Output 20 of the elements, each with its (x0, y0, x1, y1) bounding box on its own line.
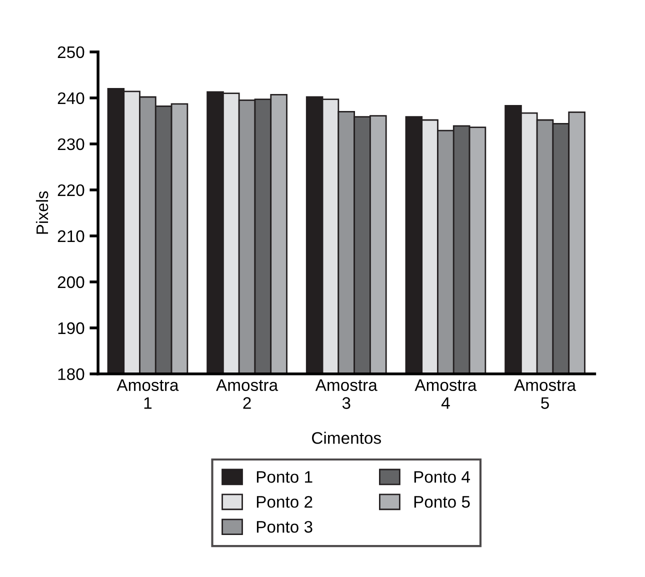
legend-label: Ponto 2 (256, 496, 312, 508)
y-tick-label: 190 (58, 322, 84, 334)
y-tick-label: 210 (58, 230, 84, 242)
y-tick-label: 220 (58, 184, 84, 196)
x-tick-label: Amostra 3 (315, 379, 378, 409)
y-tick-label: 180 (58, 368, 84, 380)
x-tick-label: Amostra 5 (514, 379, 576, 409)
y-tick-label: 250 (58, 46, 84, 58)
y-tick-label: 200 (58, 276, 84, 288)
x-tick-label: Amostra 1 (116, 379, 179, 409)
legend-label: Ponto 1 (256, 471, 312, 483)
y-tick-label: 240 (58, 92, 84, 104)
legend-label: Ponto 5 (414, 496, 470, 508)
legend-label: Ponto 3 (256, 520, 312, 533)
x-tick-label: Amostra 2 (216, 379, 278, 409)
legend-label: Ponto 4 (414, 471, 470, 483)
y-tick-label: 230 (58, 138, 84, 150)
y-axis-title: Pixels (36, 191, 48, 234)
x-tick-label: Amostra 4 (414, 379, 477, 409)
x-axis-title: Cimentos (312, 432, 381, 444)
